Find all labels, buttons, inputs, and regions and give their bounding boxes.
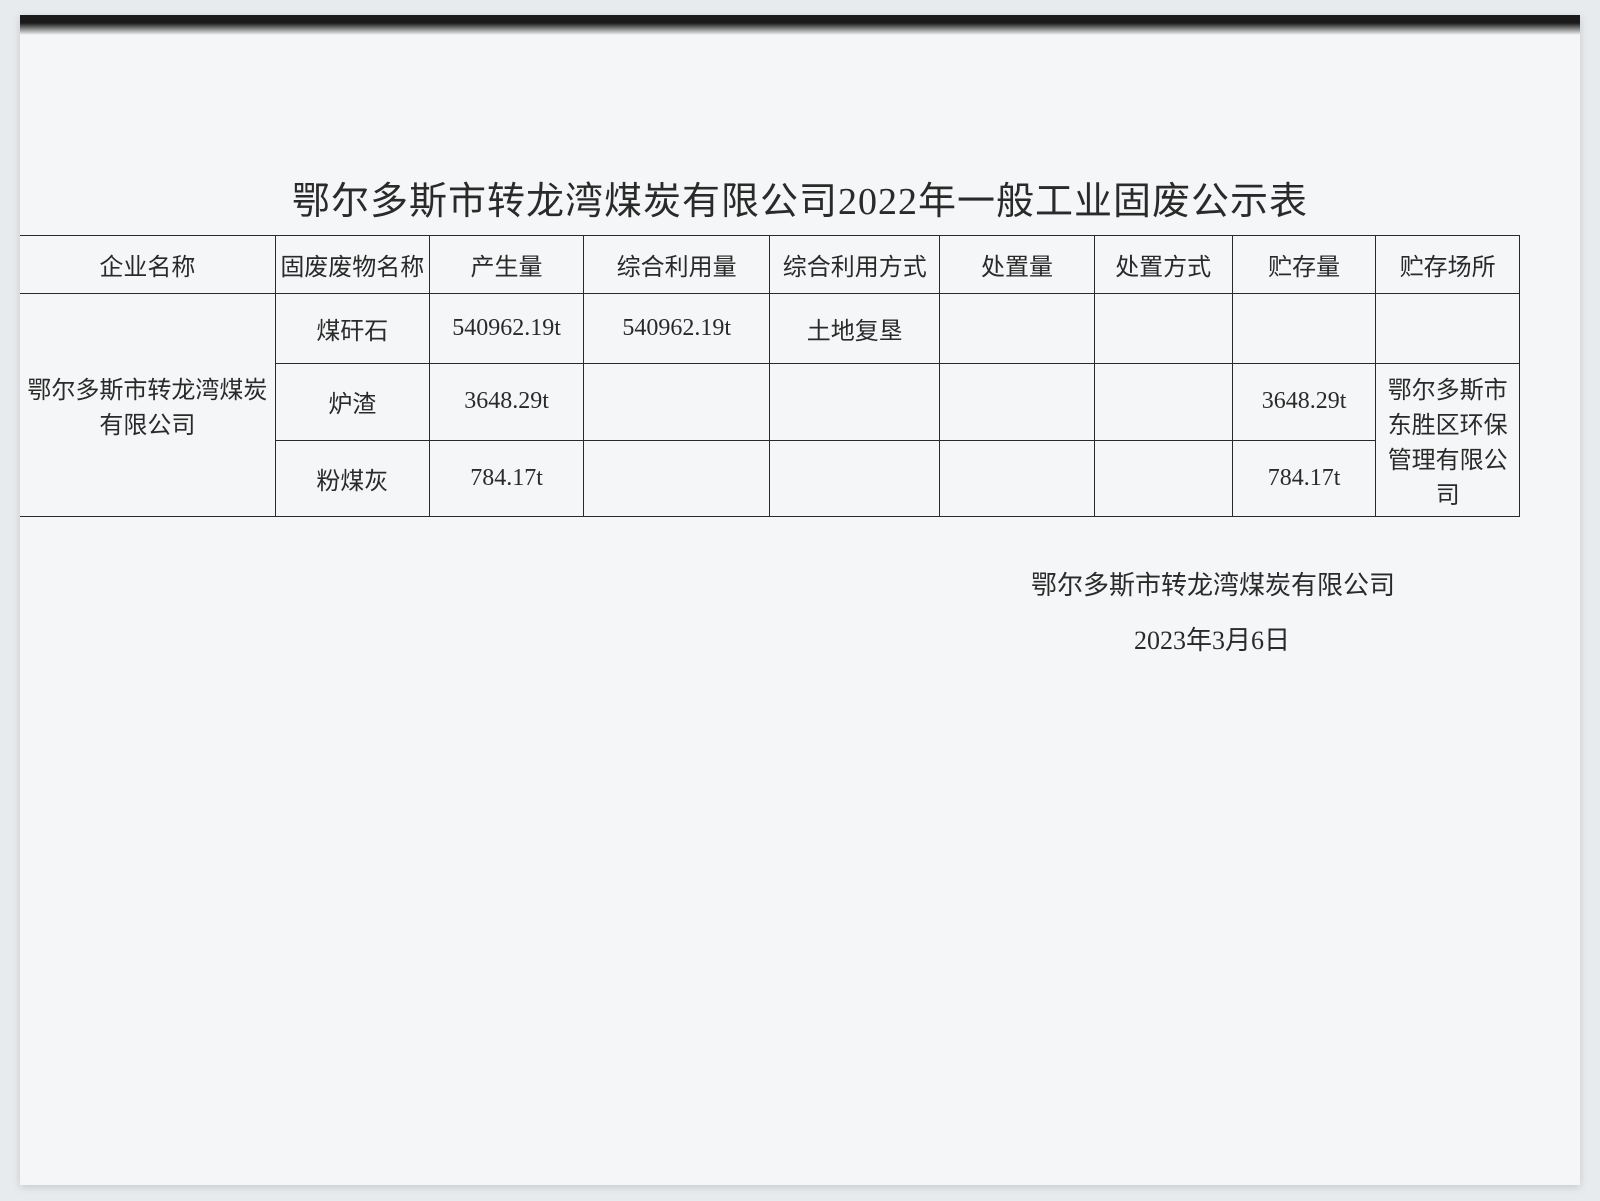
cell-disposal-method — [1094, 440, 1232, 517]
cell-disposed-amount — [940, 364, 1094, 441]
cell-stored-amount: 3648.29t — [1232, 364, 1376, 441]
cell-waste-name: 炉渣 — [275, 364, 429, 441]
header-stored-amount: 贮存量 — [1232, 236, 1376, 294]
cell-generated-amount: 3648.29t — [429, 364, 583, 441]
cell-storage-location: 鄂尔多斯市东胜区环保管理有限公司 — [1376, 364, 1520, 517]
cell-generated-amount: 540962.19t — [429, 294, 583, 364]
header-storage-location: 贮存场所 — [1376, 236, 1520, 294]
cell-utilized-amount: 540962.19t — [584, 294, 770, 364]
cell-disposal-method — [1094, 294, 1232, 364]
cell-generated-amount: 784.17t — [429, 440, 583, 517]
cell-disposed-amount — [940, 440, 1094, 517]
page-top-edge — [20, 15, 1580, 35]
signature-company: 鄂尔多斯市转龙湾煤炭有限公司 — [1031, 565, 1395, 602]
cell-storage-location — [1376, 294, 1520, 364]
cell-utilized-amount — [584, 440, 770, 517]
header-company-name: 企业名称 — [20, 236, 275, 294]
table-row: 鄂尔多斯市转龙湾煤炭有限公司 煤矸石 540962.19t 540962.19t… — [20, 294, 1520, 364]
signature-date: 2023年3月6日 — [1134, 620, 1290, 657]
waste-disclosure-table: 企业名称 固废废物名称 产生量 综合利用量 综合利用方式 处置量 处置方式 贮存… — [20, 235, 1520, 517]
cell-stored-amount: 784.17t — [1232, 440, 1376, 517]
cell-waste-name: 粉煤灰 — [275, 440, 429, 517]
cell-disposed-amount — [940, 294, 1094, 364]
header-generated-amount: 产生量 — [429, 236, 583, 294]
document-page: 鄂尔多斯市转龙湾煤炭有限公司2022年一般工业固废公示表 企业名称 固废废物名称… — [20, 15, 1580, 1185]
header-disposal-method: 处置方式 — [1094, 236, 1232, 294]
cell-utilization-method: 土地复垦 — [770, 294, 940, 364]
header-utilization-method: 综合利用方式 — [770, 236, 940, 294]
cell-disposal-method — [1094, 364, 1232, 441]
cell-waste-name: 煤矸石 — [275, 294, 429, 364]
cell-company-name: 鄂尔多斯市转龙湾煤炭有限公司 — [20, 294, 275, 517]
header-utilized-amount: 综合利用量 — [584, 236, 770, 294]
header-waste-name: 固废废物名称 — [275, 236, 429, 294]
document-title: 鄂尔多斯市转龙湾煤炭有限公司2022年一般工业固废公示表 — [20, 170, 1580, 225]
table-header-row: 企业名称 固废废物名称 产生量 综合利用量 综合利用方式 处置量 处置方式 贮存… — [20, 236, 1520, 294]
cell-utilized-amount — [584, 364, 770, 441]
header-disposed-amount: 处置量 — [940, 236, 1094, 294]
cell-utilization-method — [770, 440, 940, 517]
cell-stored-amount — [1232, 294, 1376, 364]
cell-utilization-method — [770, 364, 940, 441]
